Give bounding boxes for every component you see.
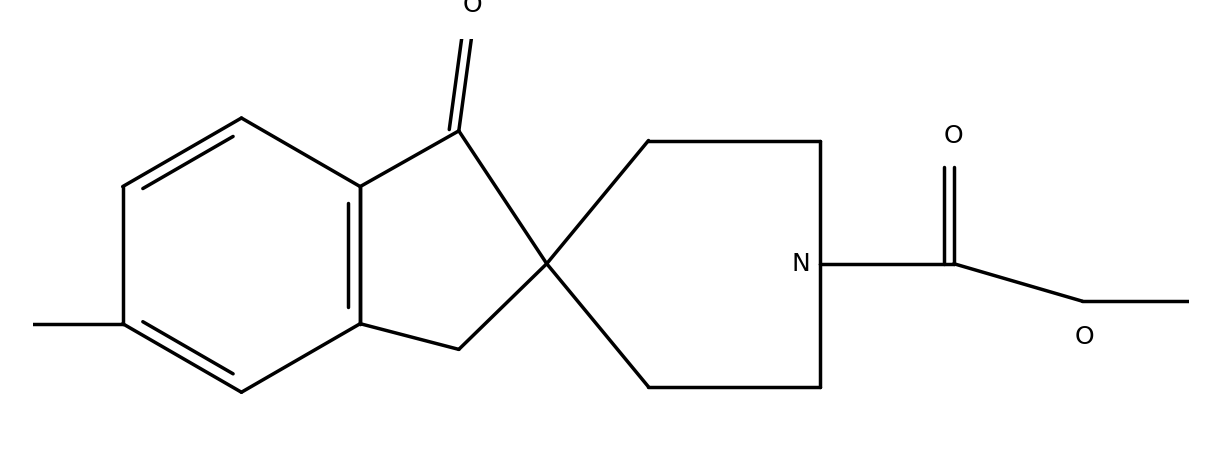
- Text: O: O: [1074, 325, 1094, 349]
- Text: O: O: [463, 0, 483, 17]
- Text: N: N: [791, 252, 810, 276]
- Text: O: O: [943, 124, 964, 148]
